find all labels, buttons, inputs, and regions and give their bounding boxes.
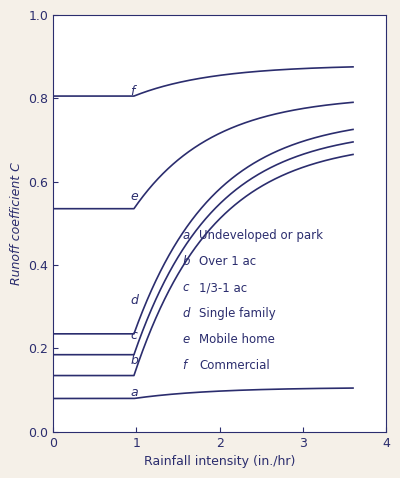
X-axis label: Rainfall intensity (in./hr): Rainfall intensity (in./hr) (144, 455, 296, 468)
Text: c: c (182, 281, 189, 294)
Text: a: a (182, 229, 190, 242)
Text: Single family: Single family (199, 307, 276, 320)
Text: Commercial: Commercial (199, 358, 270, 371)
Text: f: f (182, 358, 186, 371)
Text: d: d (131, 294, 138, 307)
Text: f: f (131, 86, 135, 98)
Text: Undeveloped or park: Undeveloped or park (199, 229, 323, 242)
Text: Mobile home: Mobile home (199, 333, 275, 346)
Text: 1/3-1 ac: 1/3-1 ac (199, 281, 247, 294)
Text: Over 1 ac: Over 1 ac (199, 255, 256, 268)
Y-axis label: Runoff coefficient C: Runoff coefficient C (10, 162, 23, 285)
Text: a: a (131, 386, 138, 399)
Text: e: e (131, 190, 138, 203)
Text: c: c (131, 328, 138, 342)
Text: d: d (182, 307, 190, 320)
Text: b: b (131, 354, 138, 367)
Text: e: e (182, 333, 190, 346)
Text: b: b (182, 255, 190, 268)
